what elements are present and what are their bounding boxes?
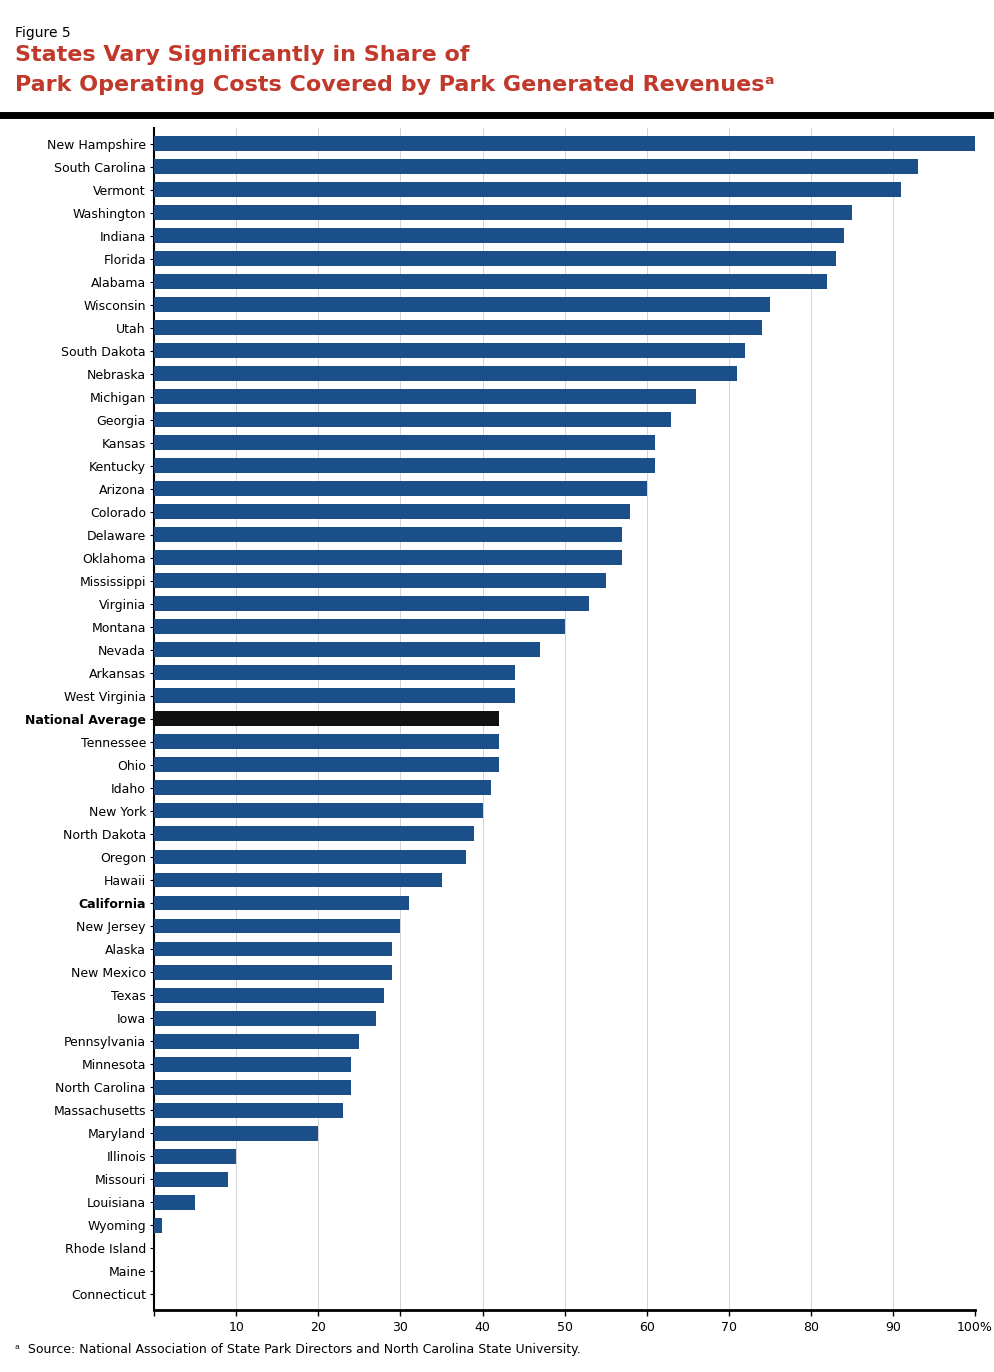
Bar: [154, 1056, 351, 1072]
Bar: [154, 274, 826, 289]
Bar: [154, 458, 654, 473]
Bar: [154, 1195, 195, 1210]
Bar: [154, 573, 605, 589]
Bar: [154, 781, 490, 796]
Bar: [154, 1172, 228, 1187]
Bar: [154, 1103, 343, 1118]
Bar: [154, 642, 540, 657]
Bar: [154, 988, 384, 1003]
Bar: [154, 665, 515, 681]
Text: ᵃ  Source: National Association of State Park Directors and North Carolina State: ᵃ Source: National Association of State …: [15, 1343, 580, 1356]
Bar: [154, 435, 654, 450]
Bar: [154, 941, 392, 956]
Bar: [154, 689, 515, 704]
Bar: [154, 1080, 351, 1095]
Bar: [154, 804, 482, 819]
Bar: [154, 366, 737, 381]
Bar: [154, 527, 621, 542]
Bar: [154, 918, 400, 933]
Bar: [154, 873, 441, 888]
Bar: [154, 896, 409, 911]
Bar: [154, 136, 974, 151]
Bar: [154, 826, 474, 841]
Text: States Vary Significantly in Share of: States Vary Significantly in Share of: [15, 45, 469, 66]
Bar: [154, 251, 835, 266]
Bar: [154, 619, 565, 634]
Bar: [154, 1033, 359, 1048]
Bar: [154, 206, 851, 221]
Bar: [154, 298, 769, 313]
Bar: [154, 965, 392, 980]
Bar: [154, 849, 465, 864]
Text: Figure 5: Figure 5: [15, 26, 71, 40]
Bar: [154, 228, 843, 243]
Bar: [154, 1217, 162, 1232]
Bar: [154, 1125, 318, 1140]
Bar: [154, 343, 745, 358]
Bar: [154, 1148, 237, 1163]
Bar: [154, 505, 630, 520]
Bar: [154, 182, 901, 198]
Bar: [154, 1011, 376, 1025]
Bar: [154, 757, 498, 772]
Bar: [154, 390, 696, 405]
Bar: [154, 550, 621, 565]
Bar: [154, 712, 498, 726]
Bar: [154, 413, 671, 427]
Bar: [154, 320, 761, 335]
Bar: [154, 159, 916, 174]
Text: Park Operating Costs Covered by Park Generated Revenuesᵃ: Park Operating Costs Covered by Park Gen…: [15, 75, 773, 96]
Bar: [154, 597, 588, 612]
Bar: [154, 734, 498, 749]
Bar: [154, 482, 646, 497]
